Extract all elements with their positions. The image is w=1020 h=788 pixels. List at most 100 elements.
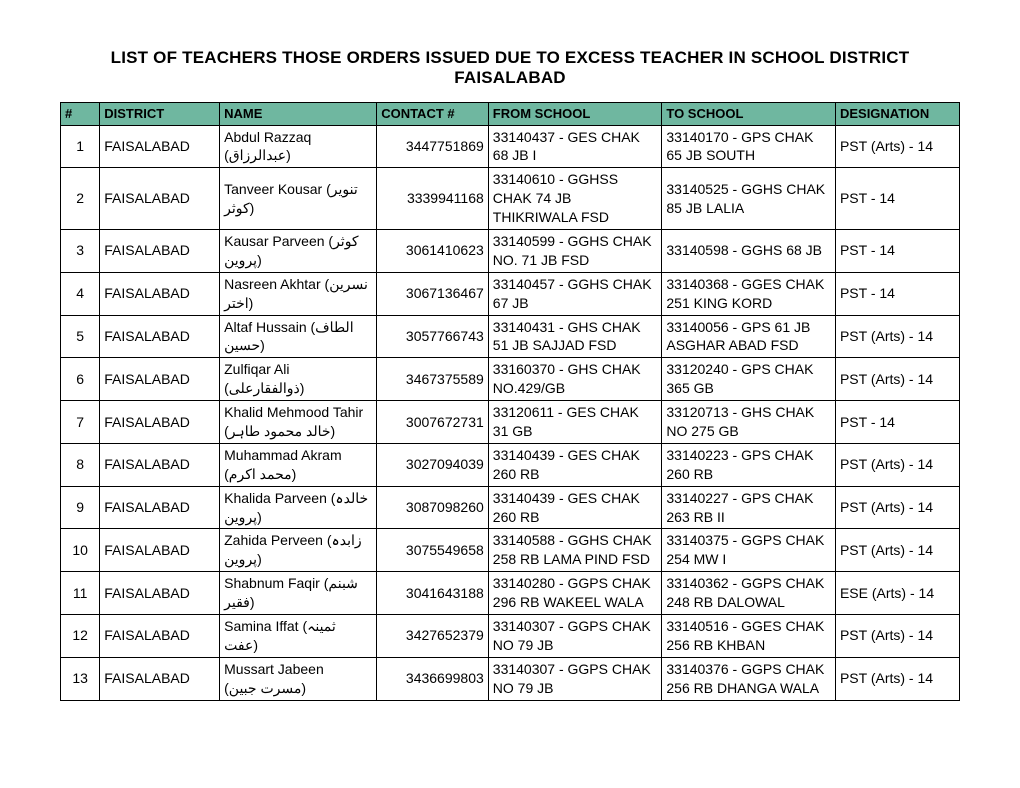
cell-district: FAISALABAD bbox=[100, 401, 220, 444]
cell-from: 33140307 - GGPS CHAK NO 79 JB bbox=[488, 657, 662, 700]
col-to: TO SCHOOL bbox=[662, 103, 836, 126]
table-row: 11FAISALABADShabnum Faqir (شبنم فقیر)304… bbox=[61, 572, 960, 615]
col-contact: CONTACT # bbox=[377, 103, 489, 126]
cell-to: 33140227 - GPS CHAK 263 RB II bbox=[662, 486, 836, 529]
cell-contact: 3087098260 bbox=[377, 486, 489, 529]
cell-num: 7 bbox=[61, 401, 100, 444]
col-district: DISTRICT bbox=[100, 103, 220, 126]
cell-name: Shabnum Faqir (شبنم فقیر) bbox=[220, 572, 377, 615]
cell-num: 6 bbox=[61, 358, 100, 401]
cell-to: 33140368 - GGES CHAK 251 KING KORD bbox=[662, 272, 836, 315]
cell-to: 33140516 - GGES CHAK 256 RB KHBAN bbox=[662, 615, 836, 658]
cell-contact: 3067136467 bbox=[377, 272, 489, 315]
cell-name: Altaf Hussain (الطاف حسین) bbox=[220, 315, 377, 358]
cell-from: 33140457 - GGHS CHAK 67 JB bbox=[488, 272, 662, 315]
cell-designation: PST (Arts) - 14 bbox=[835, 358, 959, 401]
cell-name: Nasreen Akhtar (نسرین اختر) bbox=[220, 272, 377, 315]
cell-district: FAISALABAD bbox=[100, 272, 220, 315]
cell-district: FAISALABAD bbox=[100, 168, 220, 230]
cell-to: 33120240 - GPS CHAK 365 GB bbox=[662, 358, 836, 401]
cell-designation: PST (Arts) - 14 bbox=[835, 125, 959, 168]
col-designation: DESIGNATION bbox=[835, 103, 959, 126]
col-name: NAME bbox=[220, 103, 377, 126]
cell-from: 33140588 - GGHS CHAK 258 RB LAMA PIND FS… bbox=[488, 529, 662, 572]
cell-designation: PST (Arts) - 14 bbox=[835, 615, 959, 658]
cell-contact: 3447751869 bbox=[377, 125, 489, 168]
cell-num: 10 bbox=[61, 529, 100, 572]
cell-designation: PST (Arts) - 14 bbox=[835, 486, 959, 529]
cell-district: FAISALABAD bbox=[100, 125, 220, 168]
cell-district: FAISALABAD bbox=[100, 657, 220, 700]
cell-to: 33140056 - GPS 61 JB ASGHAR ABAD FSD bbox=[662, 315, 836, 358]
table-header-row: # DISTRICT NAME CONTACT # FROM SCHOOL TO… bbox=[61, 103, 960, 126]
table-row: 9FAISALABADKhalida Parveen (خالدہ پروین)… bbox=[61, 486, 960, 529]
cell-district: FAISALABAD bbox=[100, 615, 220, 658]
cell-district: FAISALABAD bbox=[100, 572, 220, 615]
cell-name: Zahida Perveen (زابدہ پروین) bbox=[220, 529, 377, 572]
cell-contact: 3007672731 bbox=[377, 401, 489, 444]
table-row: 6FAISALABADZulfiqar Ali (ذوالفقارعلی)346… bbox=[61, 358, 960, 401]
cell-name: Khalid Mehmood Tahir (خالد محمود طاہر) bbox=[220, 401, 377, 444]
col-num: # bbox=[61, 103, 100, 126]
cell-to: 33140525 - GGHS CHAK 85 JB LALIA bbox=[662, 168, 836, 230]
cell-designation: PST (Arts) - 14 bbox=[835, 443, 959, 486]
table-row: 5FAISALABADAltaf Hussain (الطاف حسین)305… bbox=[61, 315, 960, 358]
cell-name: Mussart Jabeen (مسرت جبین) bbox=[220, 657, 377, 700]
cell-num: 12 bbox=[61, 615, 100, 658]
cell-district: FAISALABAD bbox=[100, 529, 220, 572]
cell-from: 33140437 - GES CHAK 68 JB I bbox=[488, 125, 662, 168]
cell-to: 33140362 - GGPS CHAK 248 RB DALOWAL bbox=[662, 572, 836, 615]
cell-district: FAISALABAD bbox=[100, 443, 220, 486]
cell-to: 33140223 - GPS CHAK 260 RB bbox=[662, 443, 836, 486]
cell-from: 33140439 - GES CHAK 260 RB bbox=[488, 486, 662, 529]
cell-name: Samina Iffat (ثمینہ عفت) bbox=[220, 615, 377, 658]
col-from: FROM SCHOOL bbox=[488, 103, 662, 126]
cell-num: 1 bbox=[61, 125, 100, 168]
cell-to: 33140170 - GPS CHAK 65 JB SOUTH bbox=[662, 125, 836, 168]
cell-name: Khalida Parveen (خالدہ پروین) bbox=[220, 486, 377, 529]
cell-district: FAISALABAD bbox=[100, 486, 220, 529]
cell-designation: PST - 14 bbox=[835, 168, 959, 230]
cell-num: 5 bbox=[61, 315, 100, 358]
table-row: 1FAISALABADAbdul Razzaq (عبدالرزاق)34477… bbox=[61, 125, 960, 168]
cell-name: Tanveer Kousar (تنویر کوثر) bbox=[220, 168, 377, 230]
table-row: 4FAISALABADNasreen Akhtar (نسرین اختر)30… bbox=[61, 272, 960, 315]
cell-contact: 3075549658 bbox=[377, 529, 489, 572]
cell-from: 33160370 - GHS CHAK NO.429/GB bbox=[488, 358, 662, 401]
table-row: 12FAISALABADSamina Iffat (ثمینہ عفت)3427… bbox=[61, 615, 960, 658]
teachers-table: # DISTRICT NAME CONTACT # FROM SCHOOL TO… bbox=[60, 102, 960, 701]
cell-from: 33140280 - GGPS CHAK 296 RB WAKEEL WALA bbox=[488, 572, 662, 615]
cell-designation: PST (Arts) - 14 bbox=[835, 657, 959, 700]
cell-designation: PST (Arts) - 14 bbox=[835, 315, 959, 358]
cell-num: 11 bbox=[61, 572, 100, 615]
cell-num: 9 bbox=[61, 486, 100, 529]
table-row: 13FAISALABADMussart Jabeen (مسرت جبین)34… bbox=[61, 657, 960, 700]
cell-district: FAISALABAD bbox=[100, 358, 220, 401]
table-row: 8FAISALABADMuhammad Akram (محمد اکرم)302… bbox=[61, 443, 960, 486]
cell-to: 33140375 - GGPS CHAK 254 MW I bbox=[662, 529, 836, 572]
table-body: 1FAISALABADAbdul Razzaq (عبدالرزاق)34477… bbox=[61, 125, 960, 700]
cell-to: 33140376 - GGPS CHAK 256 RB DHANGA WALA bbox=[662, 657, 836, 700]
cell-name: Kausar Parveen (کوثر پروین) bbox=[220, 230, 377, 273]
cell-from: 33140307 - GGPS CHAK NO 79 JB bbox=[488, 615, 662, 658]
table-row: 3FAISALABADKausar Parveen (کوثر پروین)30… bbox=[61, 230, 960, 273]
cell-from: 33140439 - GES CHAK 260 RB bbox=[488, 443, 662, 486]
cell-contact: 3061410623 bbox=[377, 230, 489, 273]
cell-name: Zulfiqar Ali (ذوالفقارعلی) bbox=[220, 358, 377, 401]
cell-num: 8 bbox=[61, 443, 100, 486]
cell-num: 4 bbox=[61, 272, 100, 315]
cell-contact: 3427652379 bbox=[377, 615, 489, 658]
cell-designation: ESE (Arts) - 14 bbox=[835, 572, 959, 615]
cell-to: 33140598 - GGHS 68 JB bbox=[662, 230, 836, 273]
cell-to: 33120713 - GHS CHAK NO 275 GB bbox=[662, 401, 836, 444]
cell-district: FAISALABAD bbox=[100, 315, 220, 358]
cell-contact: 3041643188 bbox=[377, 572, 489, 615]
cell-num: 2 bbox=[61, 168, 100, 230]
cell-contact: 3027094039 bbox=[377, 443, 489, 486]
cell-from: 33140431 - GHS CHAK 51 JB SAJJAD FSD bbox=[488, 315, 662, 358]
table-row: 2FAISALABADTanveer Kousar (تنویر کوثر) 33… bbox=[61, 168, 960, 230]
cell-from: 33140599 - GGHS CHAK NO. 71 JB FSD bbox=[488, 230, 662, 273]
cell-num: 13 bbox=[61, 657, 100, 700]
table-row: 10FAISALABADZahida Perveen (زابدہ پروین)… bbox=[61, 529, 960, 572]
cell-contact: 3436699803 bbox=[377, 657, 489, 700]
